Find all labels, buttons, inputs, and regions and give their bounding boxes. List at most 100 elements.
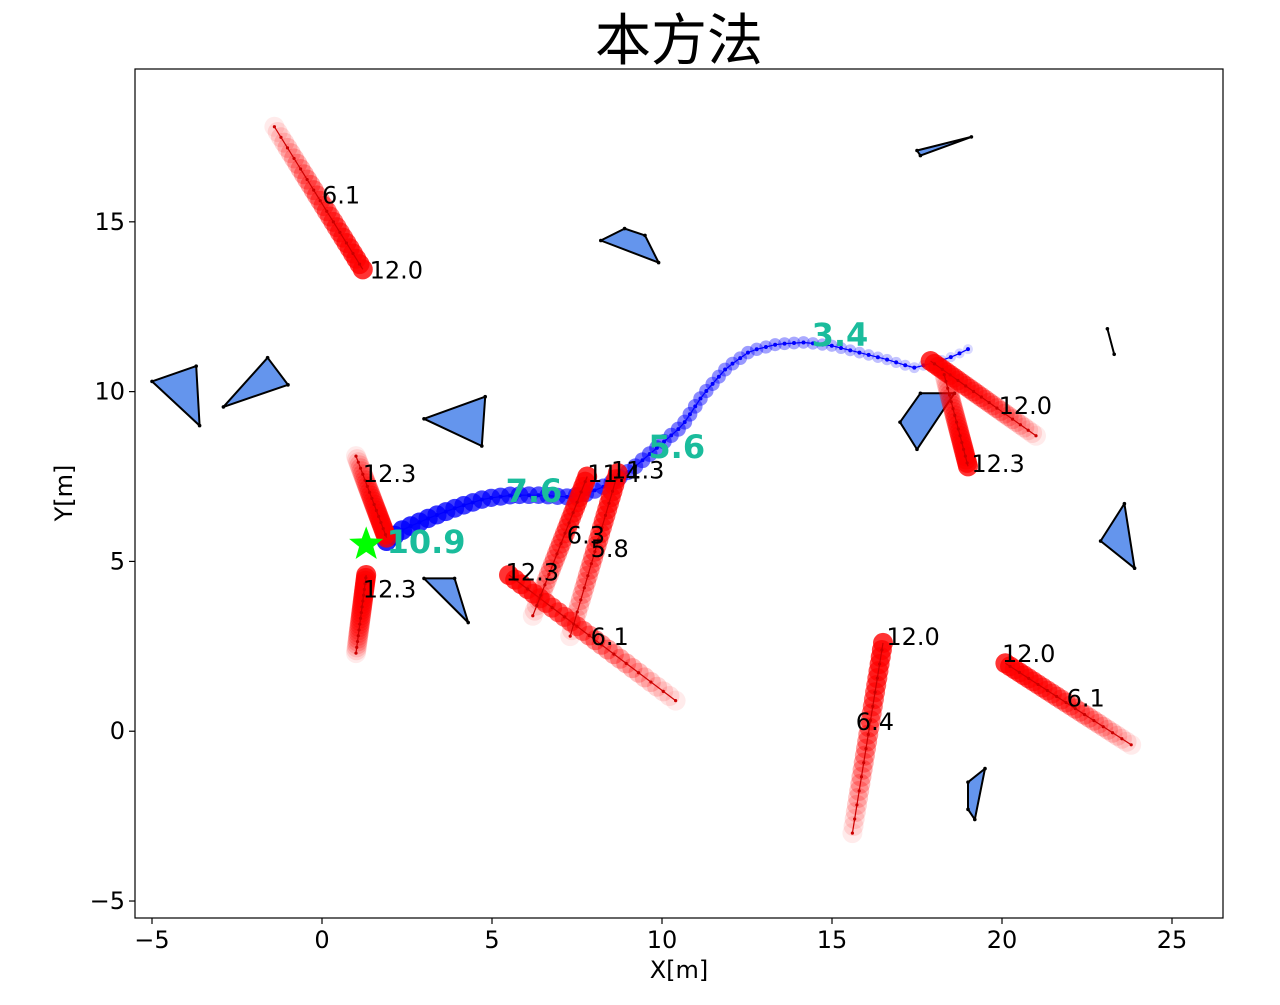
pedestrian-6-point-10 [862, 761, 866, 765]
obstacle-8-vertex-1 [1132, 566, 1137, 571]
pedestrian-0-point-10 [305, 177, 309, 182]
pedestrian-9-label-0: 12.3 [971, 450, 1024, 478]
obstacle-4-vertex-1 [622, 226, 627, 231]
y-axis: −5 0 5 10 15 [90, 208, 135, 915]
robot-path-point-58 [866, 352, 871, 357]
obstacle-3-vertex-2 [466, 620, 471, 625]
pedestrian-1-point-24 [381, 526, 385, 531]
pedestrian-6-point-8 [859, 775, 864, 779]
robot-path-point-44 [738, 356, 743, 361]
robot-path-point-53 [820, 342, 825, 347]
robot-path-point-13 [498, 494, 503, 499]
pedestrian-4-point-0 [531, 614, 535, 618]
robot-path-point-56 [848, 348, 853, 353]
plot-area [134, 68, 1224, 919]
pedestrian-7-point-20 [1036, 682, 1040, 687]
pedestrian-6-point-2 [853, 817, 857, 821]
pedestrian-0-point-8 [298, 167, 303, 171]
pedestrian-4-track [532, 476, 588, 616]
robot-path-point-35 [682, 420, 687, 425]
pedestrian-5-point-26 [614, 477, 618, 481]
goal-star [349, 526, 384, 559]
pedestrian-5-point-16 [596, 537, 601, 542]
pedestrian-1-point-6 [361, 472, 365, 476]
pedestrian-7-point-12 [1073, 706, 1077, 711]
robot-path-point-33 [669, 433, 674, 438]
pedestrian-1-point-18 [374, 508, 378, 513]
obstacle-4-vertex-0 [599, 238, 603, 243]
robot-path-point-55 [839, 346, 844, 351]
pedestrian-2-point-26 [364, 576, 368, 580]
pedestrian-5-point-20 [603, 513, 608, 517]
pedestrian-3-track [508, 574, 676, 702]
x-axis-label: X[m] [650, 956, 709, 984]
robot-path-point-14 [508, 493, 513, 498]
pedestrian-7-point-26 [1008, 664, 1012, 668]
pedestrian-9-point-12 [953, 413, 957, 417]
robot-path-point-36 [687, 412, 692, 417]
obstacle-0-vertex-0 [150, 379, 154, 384]
robot-path-point-12 [489, 495, 494, 500]
chart-title: 本方法 [595, 9, 763, 74]
robot-path-point-18 [546, 493, 551, 498]
robot-time-label-3: 3.4 [812, 316, 869, 354]
obstacles-layer [150, 135, 1137, 822]
pedestrian-4-point-22 [575, 500, 579, 504]
robot-path-point-31 [654, 445, 659, 450]
pedestrian-8-label-0: 12.0 [999, 392, 1052, 420]
pedestrian-5-point-2 [572, 622, 576, 626]
pedestrian-2-point-20 [361, 593, 366, 597]
robot-path-point-42 [723, 367, 728, 372]
pedestrian-0-point-18 [331, 220, 335, 224]
pedestrian-1-point-8 [363, 478, 367, 482]
robot-path-point-61 [894, 360, 899, 365]
obstacle-3-vertex-0 [422, 576, 426, 581]
robot-path-point-38 [698, 396, 703, 401]
pedestrian-5-point-18 [600, 525, 604, 530]
pedestrian-7-point-16 [1055, 694, 1059, 699]
pedestrian-7-label-1: 6.1 [1067, 684, 1105, 712]
pedestrian-6-label-0: 6.4 [856, 708, 894, 736]
robot-time-label-1: 7.6 [506, 472, 563, 510]
pedestrian-1-point-14 [370, 496, 374, 501]
pedestrian-3-point-16 [575, 624, 579, 628]
obstacle-4-vertex-3 [656, 260, 661, 265]
pedestrian-3-label-0: 12.3 [506, 559, 559, 587]
obstacle-1-vertex-1 [265, 355, 270, 360]
obstacle-0-vertex-2 [197, 423, 202, 428]
robot-path-point-62 [903, 363, 908, 368]
pedestrian-3-point-14 [587, 633, 591, 638]
pedestrian-9-point-10 [951, 407, 955, 411]
robot-path-point-11 [479, 497, 484, 502]
obstacle-1-vertex-2 [286, 383, 290, 387]
pedestrian-4-point-14 [559, 541, 563, 546]
pedestrian-1-point-4 [358, 466, 363, 470]
pedestrian-0-point-14 [318, 199, 322, 203]
pedestrian-8-point-20 [956, 378, 960, 383]
obstacle-2-vertex-0 [422, 416, 426, 421]
robot-path-point-68 [957, 351, 962, 356]
obstacle-0-vertex-1 [194, 364, 198, 368]
pedestrian-0-label-0: 6.1 [322, 182, 360, 210]
pedestrian-4-point-2 [535, 603, 539, 608]
obstacle-1-vertex-0 [221, 405, 226, 409]
pedestrian-7-point-0 [1129, 743, 1133, 747]
pedestrian-4-point-12 [555, 552, 559, 556]
pedestrian-0-point-24 [351, 251, 355, 256]
robot-time-label-0: 10.9 [387, 523, 466, 561]
robot-path-point-32 [662, 439, 667, 444]
pedestrian-5-point-6 [579, 598, 583, 602]
robot-path-point-60 [885, 357, 890, 362]
x-tick-label-4: 15 [817, 926, 848, 954]
robot-path-point-43 [730, 361, 735, 366]
pedestrians-layer [264, 116, 1142, 844]
pedestrian-8-point-22 [948, 373, 952, 377]
robot-path-point-29 [640, 458, 645, 463]
robot-path-point-34 [676, 427, 681, 432]
pedestrian-0-point-0 [272, 125, 276, 129]
pedestrian-7-track [1005, 662, 1132, 746]
pedestrian-3-point-12 [599, 643, 604, 647]
pedestrian-5-label-1: 11.3 [611, 457, 664, 485]
robot-path-point-40 [710, 381, 715, 386]
pedestrian-1-point-10 [365, 484, 369, 488]
